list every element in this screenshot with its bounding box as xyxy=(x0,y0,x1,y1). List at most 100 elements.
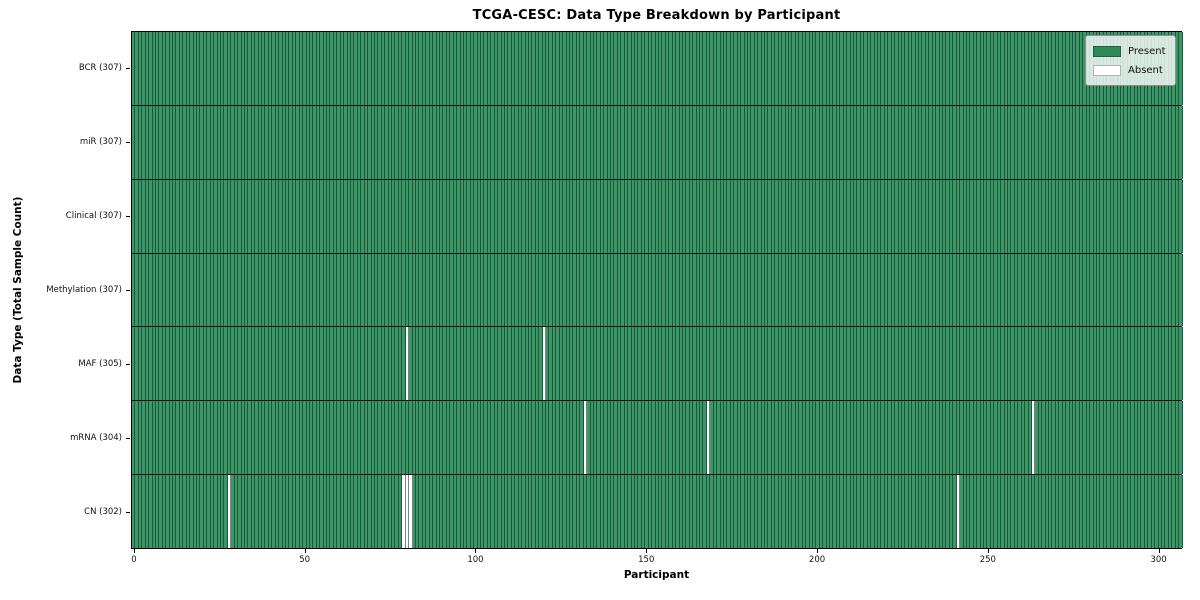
heatmap-cell xyxy=(443,327,447,401)
heatmap-cell xyxy=(265,179,269,253)
heatmap-cell xyxy=(265,475,269,549)
heatmap-cell xyxy=(1049,401,1053,475)
heatmap-cell xyxy=(330,475,334,549)
heatmap-cell xyxy=(227,32,232,105)
heatmap-cell xyxy=(152,179,156,253)
heatmap-cell xyxy=(802,105,807,179)
heatmap-cell xyxy=(402,253,406,327)
heatmap-cell xyxy=(747,32,752,105)
heatmap-cell xyxy=(402,105,406,179)
heatmap-cell xyxy=(436,179,440,253)
heatmap-cell xyxy=(416,32,420,105)
heatmap-cell xyxy=(658,401,663,475)
heatmap-cell xyxy=(573,179,577,253)
heatmap-cell xyxy=(706,32,711,105)
heatmap-cell xyxy=(669,327,673,401)
heatmap-cell xyxy=(1035,475,1039,549)
heatmap-cell xyxy=(1014,32,1019,105)
heatmap-cell xyxy=(275,32,280,105)
heatmap-cell xyxy=(867,327,872,401)
heatmap-cell xyxy=(617,179,622,253)
heatmap-cell xyxy=(977,253,981,327)
heatmap-cell xyxy=(494,179,499,253)
heatmap-cell xyxy=(727,32,731,105)
heatmap-cell xyxy=(679,253,683,327)
heatmap-cell xyxy=(1004,32,1008,105)
heatmap-cell xyxy=(539,475,543,549)
heatmap-cell xyxy=(768,105,772,179)
heatmap-cell xyxy=(922,327,926,401)
heatmap-cell xyxy=(847,475,851,549)
heatmap-cell xyxy=(303,253,307,327)
heatmap-cell xyxy=(895,105,899,179)
heatmap-cell xyxy=(453,253,458,327)
heatmap-cell xyxy=(1011,327,1015,401)
heatmap-cell xyxy=(203,32,208,105)
heatmap-cell xyxy=(799,401,803,475)
heatmap-cell xyxy=(559,32,564,105)
heatmap-cell xyxy=(279,327,283,401)
heatmap-cell xyxy=(963,179,967,253)
heatmap-cell xyxy=(255,105,259,179)
heatmap-cell xyxy=(1028,401,1032,475)
heatmap-cell xyxy=(1073,32,1077,105)
heatmap-cell xyxy=(395,401,399,475)
heatmap-cell xyxy=(1175,327,1180,401)
heatmap-cell xyxy=(344,253,348,327)
heatmap-cell xyxy=(371,253,375,327)
heatmap-cell xyxy=(994,253,998,327)
heatmap-cell xyxy=(713,105,718,179)
heatmap-cell xyxy=(744,253,748,327)
heatmap-cell xyxy=(214,179,218,253)
heatmap-cell xyxy=(970,105,974,179)
heatmap-cell xyxy=(1073,475,1077,549)
heatmap-cell xyxy=(385,179,389,253)
heatmap-cell xyxy=(652,179,656,253)
heatmap-cell xyxy=(457,327,461,401)
heatmap-cell xyxy=(1021,475,1026,549)
heatmap-cell xyxy=(351,401,355,475)
heatmap-cell xyxy=(919,179,923,253)
heatmap-cell xyxy=(388,475,393,549)
heatmap-cell xyxy=(549,327,553,401)
heatmap-cell xyxy=(912,475,916,549)
heatmap-cell xyxy=(1004,475,1008,549)
heatmap-cell xyxy=(511,475,516,549)
heatmap-cell xyxy=(898,401,902,475)
heatmap-cell xyxy=(1141,253,1145,327)
heatmap-cell xyxy=(830,105,834,179)
heatmap-cell xyxy=(296,327,300,401)
heatmap-cell xyxy=(611,32,615,105)
heatmap-cell xyxy=(323,475,328,549)
heatmap-cell xyxy=(200,32,204,105)
heatmap-cell xyxy=(320,253,324,327)
heatmap-cell xyxy=(1175,32,1180,105)
heatmap-cell xyxy=(132,475,136,549)
heatmap-cell xyxy=(840,32,844,105)
heatmap-cell xyxy=(857,475,861,549)
heatmap-cell xyxy=(327,327,331,401)
x-tick-mark xyxy=(817,549,819,553)
heatmap-cell xyxy=(474,475,478,549)
heatmap-cell xyxy=(487,32,492,105)
heatmap-cell xyxy=(1018,253,1022,327)
heatmap-cell xyxy=(590,32,594,105)
heatmap-cell xyxy=(275,327,280,401)
heatmap-cell xyxy=(802,179,807,253)
heatmap-cell xyxy=(351,327,355,401)
heatmap-cell xyxy=(494,32,499,105)
heatmap-cell xyxy=(275,401,280,475)
heatmap-cell xyxy=(494,105,499,179)
heatmap-cell xyxy=(337,327,341,401)
heatmap-cell xyxy=(607,475,612,549)
heatmap-cell xyxy=(583,105,588,179)
heatmap-cell xyxy=(132,105,136,179)
heatmap-cell xyxy=(1120,327,1125,401)
heatmap-cell xyxy=(1158,179,1162,253)
heatmap-cell xyxy=(775,179,779,253)
heatmap-cell xyxy=(1004,253,1008,327)
heatmap-cell xyxy=(207,179,211,253)
heatmap-cell xyxy=(1069,401,1074,475)
heatmap-cell xyxy=(929,179,933,253)
heatmap-cell xyxy=(607,105,612,179)
